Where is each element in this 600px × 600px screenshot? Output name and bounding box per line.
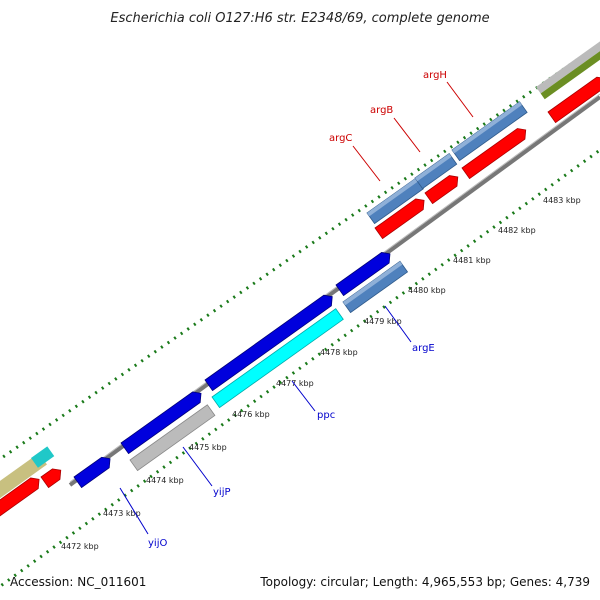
tick-label: 4483 kbp	[543, 196, 581, 205]
cds-arrow-4	[547, 76, 600, 124]
gene-feature-upper-gray	[536, 40, 600, 100]
tick-label: 4479 kbp	[364, 317, 402, 326]
gene-feature-argB	[414, 153, 458, 190]
gene-feature-left-teal	[30, 446, 55, 468]
gene-feature-mid-blue	[204, 294, 333, 392]
leader-line-yijO	[119, 487, 149, 535]
tick-label: 4472 kbp	[61, 542, 99, 551]
leader-line-argB	[393, 117, 421, 153]
summary-label: Topology: circular; Length: 4,965,553 bp…	[259, 575, 590, 589]
tick-label: 4475 kbp	[189, 443, 227, 452]
tick-label: 4478 kbp	[320, 348, 358, 357]
tick-label: 4482 kbp	[498, 226, 536, 235]
gene-labels-lower: yijO yijP ppc argE	[119, 305, 435, 549]
accession-label: Accession: NC_011601	[10, 575, 146, 589]
gene-feature-yijP	[129, 404, 216, 472]
cds-arrow-2	[424, 175, 459, 205]
outer-ruler-track	[0, 42, 600, 461]
map-title: Escherichia coli O127:H6 str. E2348/69, …	[110, 11, 489, 26]
tick-label: 4480 kbp	[408, 286, 446, 295]
gene-labels-upper: argC argB argH	[329, 70, 474, 182]
gene-label-argC: argC	[329, 133, 352, 144]
gene-feature-argE	[342, 260, 409, 314]
cds-features	[0, 76, 600, 519]
tick-label: 4474 kbp	[146, 476, 184, 485]
gene-label-yijO: yijO	[148, 538, 167, 549]
cds-arrow-6	[40, 468, 62, 489]
leader-line-argC	[352, 145, 381, 182]
leader-line-argH	[446, 81, 474, 118]
gene-feature-argC	[366, 177, 424, 225]
gene-feature-yijP-gene	[120, 391, 202, 455]
leader-line-argE	[384, 305, 412, 343]
gene-feature-ppc	[211, 308, 344, 409]
inner-ruler-track	[0, 148, 600, 589]
leader-line-yijP	[182, 446, 213, 487]
reverse-strand-features	[73, 252, 409, 489]
gene-label-argB: argB	[370, 105, 393, 116]
forward-strand-features	[0, 40, 600, 500]
cds-arrow-5	[0, 477, 40, 519]
gene-label-argE: argE	[412, 343, 435, 354]
tick-label: 4476 kbp	[232, 410, 270, 419]
tick-label: 4477 kbp	[276, 379, 314, 388]
cds-arrow-3	[461, 128, 527, 180]
gene-feature-argH	[451, 101, 528, 162]
ruler-tick-labels: 4472 kbp 4473 kbp 4474 kbp 4475 kbp 4476…	[61, 196, 581, 551]
cds-arrow-1	[374, 198, 425, 240]
gene-feature-left-khaki	[0, 453, 47, 500]
gene-label-argH: argH	[423, 70, 447, 81]
leader-line-ppc	[291, 380, 316, 412]
gene-label-ppc: ppc	[317, 410, 335, 421]
gene-feature-yijO	[73, 456, 111, 489]
gene-feature-argE-upper	[335, 252, 391, 297]
tick-label: 4473 kbp	[103, 509, 141, 518]
gene-label-yijP: yijP	[213, 487, 231, 498]
tick-label: 4481 kbp	[453, 256, 491, 265]
